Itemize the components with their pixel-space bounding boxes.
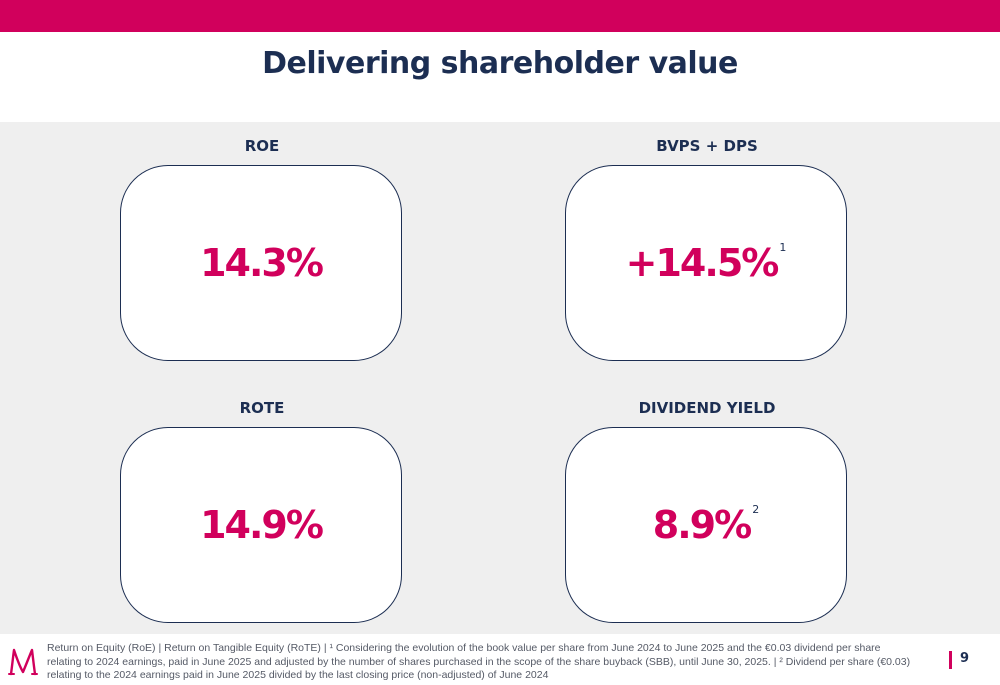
metric-value-roe-text: 14.3% <box>200 241 324 285</box>
metric-card-bvps-dps: +14.5% 1 <box>565 165 847 361</box>
footnote-marker-2: 2 <box>752 502 760 516</box>
m-logo-icon <box>8 645 38 677</box>
footnote-line: relating to 2024 earnings, paid in June … <box>47 655 911 668</box>
metric-label-bvps-dps: BVPS + DPS <box>656 137 758 155</box>
footnote-line: Return on Equity (RoE) | Return on Tangi… <box>47 642 881 654</box>
metric-card-roe: 14.3% <box>120 165 402 361</box>
metric-label-rote: ROTE <box>239 399 285 417</box>
metric-value-dividend-yield: 8.9% 2 <box>566 428 846 622</box>
metric-value-bvps-dps: +14.5% 1 <box>566 166 846 360</box>
metric-card-dividend-yield: 8.9% 2 <box>565 427 847 623</box>
footnote-line: relating to the 2024 earnings paid in Ju… <box>47 669 549 681</box>
metric-value-bvps-dps-text: +14.5% <box>625 241 780 285</box>
metric-label-roe: ROE <box>244 137 280 155</box>
metric-value-dividend-yield-text: 8.9% <box>652 503 752 547</box>
metric-value-rote: 14.9% <box>121 428 401 622</box>
metric-label-dividend-yield: DIVIDEND YIELD <box>638 399 776 417</box>
page-title: Delivering shareholder value <box>262 46 738 81</box>
page-number: 9 <box>960 651 970 666</box>
metric-card-rote: 14.9% <box>120 427 402 623</box>
metric-value-roe: 14.3% <box>121 166 401 360</box>
footnote-marker-1: 1 <box>779 240 787 254</box>
metric-value-rote-text: 14.9% <box>200 503 324 547</box>
page-number-marker <box>949 651 952 669</box>
top-accent-bar <box>0 0 1000 32</box>
footnote: Return on Equity (RoE) | Return on Tangi… <box>47 642 947 683</box>
